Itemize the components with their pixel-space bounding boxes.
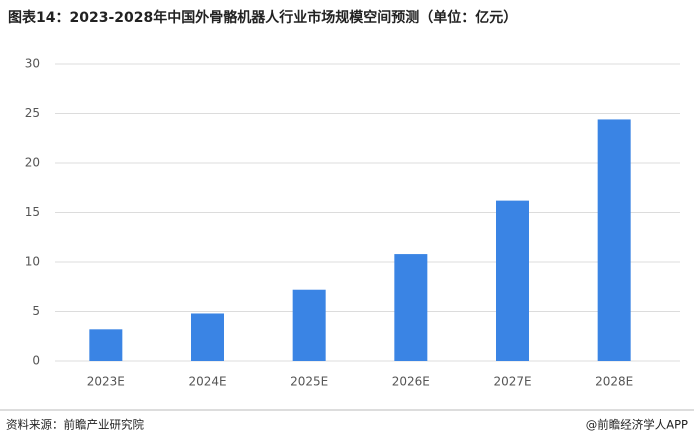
credit: @前瞻经济学人APP bbox=[586, 418, 688, 432]
chart-title: 图表14：2023-2028年中国外骨骼机器人行业市场规模空间预测（单位：亿元） bbox=[8, 9, 517, 26]
bar bbox=[89, 329, 123, 361]
y-tick-label: 25 bbox=[25, 106, 40, 120]
y-tick-label: 20 bbox=[25, 156, 40, 170]
bar bbox=[496, 200, 529, 361]
bar bbox=[292, 289, 326, 361]
bar bbox=[191, 313, 224, 361]
bar bbox=[597, 119, 631, 361]
x-tick-label: 2023E bbox=[87, 375, 125, 389]
x-tick-label: 2027E bbox=[493, 375, 531, 389]
x-tick-label: 2025E bbox=[290, 375, 328, 389]
y-tick-label: 0 bbox=[32, 354, 40, 368]
y-tick-label: 15 bbox=[25, 205, 40, 219]
bar bbox=[394, 254, 428, 361]
y-tick-label: 30 bbox=[25, 57, 40, 71]
x-tick-label: 2028E bbox=[595, 375, 633, 389]
source-note: 资料来源：前瞻产业研究院 bbox=[6, 418, 144, 432]
x-tick-label: 2026E bbox=[392, 375, 430, 389]
y-tick-label: 10 bbox=[25, 255, 40, 269]
y-tick-label: 5 bbox=[32, 304, 40, 318]
x-tick-label: 2024E bbox=[188, 375, 226, 389]
